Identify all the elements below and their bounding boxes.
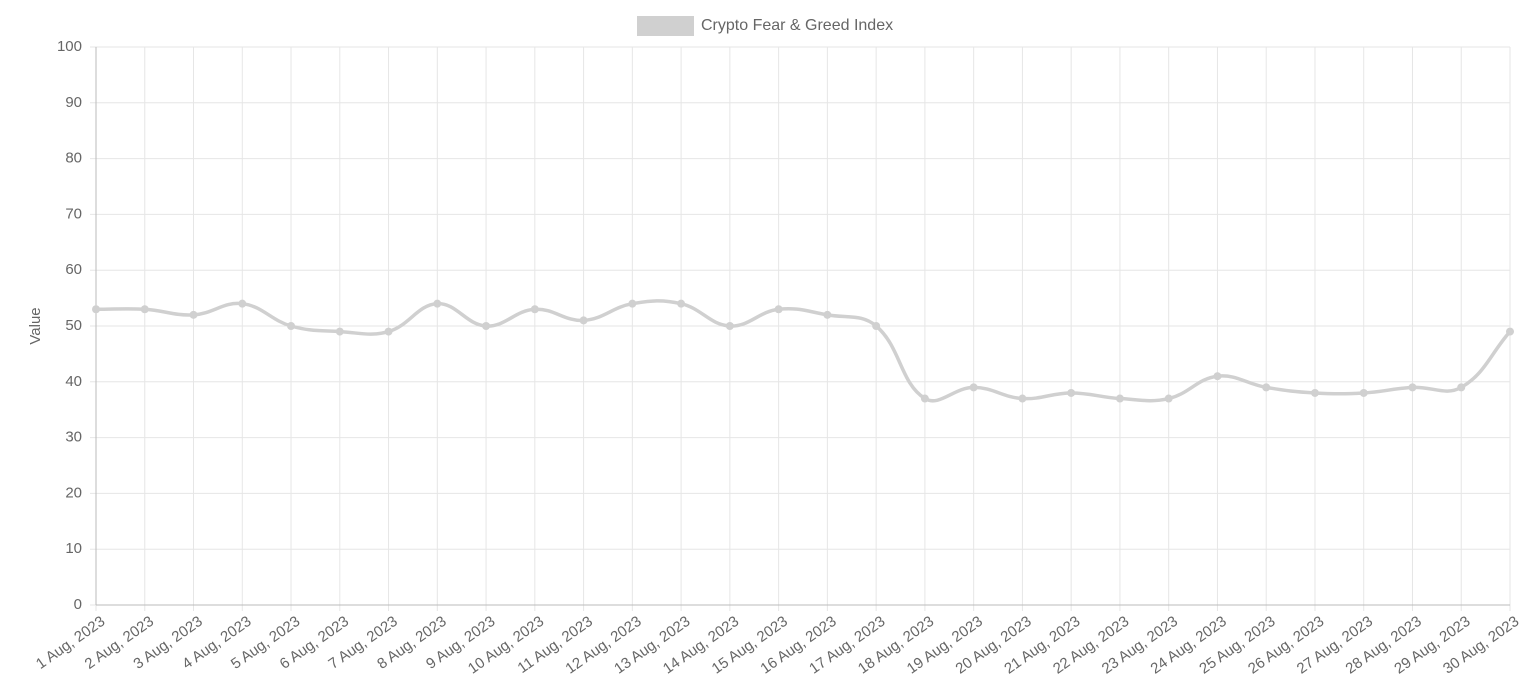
point [920,394,929,403]
point [677,299,686,308]
point [92,305,100,314]
point [530,305,539,314]
y-axis-title: Value [27,307,44,344]
point [238,299,247,308]
point [1457,383,1466,392]
point [1115,394,1124,403]
point [579,316,588,325]
y-tick-label: 60 [65,261,82,278]
point [872,322,881,330]
point [969,383,978,392]
point [725,322,734,330]
legend-swatch [637,16,694,36]
y-tick-label: 90 [65,94,82,111]
y-tick-label: 80 [65,150,82,167]
point [1067,388,1076,397]
point [823,310,832,319]
y-tick-label: 0 [74,596,82,613]
point [1018,394,1027,403]
point [1408,383,1417,392]
point [1213,372,1222,381]
point [433,299,442,308]
point [774,305,783,314]
point [1359,388,1368,397]
point [384,327,393,336]
point [482,322,491,330]
point [1262,383,1271,392]
y-tick-label: 20 [65,484,82,501]
point [1310,388,1319,397]
point [287,322,296,330]
point [1506,327,1514,336]
legend-label: Crypto Fear & Greed Index [701,17,893,34]
point [335,327,344,336]
point [1164,394,1173,403]
y-tick-label: 10 [65,540,82,557]
y-tick-label: 40 [65,373,82,390]
y-tick-label: 50 [65,317,82,334]
point [628,299,637,308]
y-tick-label: 100 [57,38,82,55]
point [140,305,149,314]
y-tick-label: 30 [65,429,82,446]
point [189,310,198,319]
y-tick-label: 70 [65,205,82,222]
line [95,299,1512,403]
